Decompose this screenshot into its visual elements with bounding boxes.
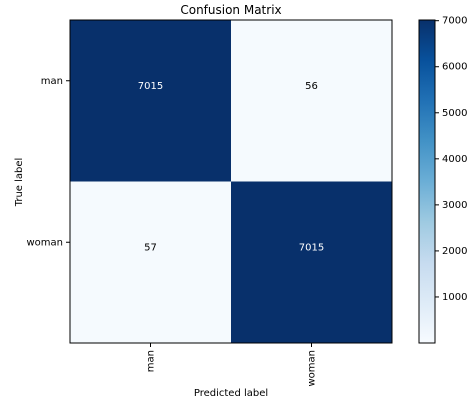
colorbar-tick-label: 2000 <box>442 246 467 257</box>
x-axis-ticks: man woman <box>146 343 318 387</box>
heatmap-cell-woman-woman <box>231 181 392 343</box>
cell-value-label: 7015 <box>138 81 163 92</box>
chart-title: Confusion Matrix <box>180 3 281 17</box>
y-tick-label: woman <box>26 237 63 248</box>
colorbar-gradient <box>418 19 436 344</box>
colorbar-tick-label: 6000 <box>442 62 467 73</box>
colorbar-tick-label: 5000 <box>442 108 467 119</box>
colorbar-ticks: 1000 2000 3000 4000 5000 6000 7000 <box>435 16 467 303</box>
y-tick-label: man <box>41 76 63 87</box>
plot-frame <box>69 19 393 344</box>
colorbar-tick-label: 3000 <box>442 200 467 211</box>
heatmap-cell-woman-man <box>70 181 231 343</box>
x-tick-label: woman <box>307 350 318 387</box>
colorbar-tick-label: 1000 <box>442 292 467 303</box>
heatmap-cell-man-woman <box>231 20 392 182</box>
y-axis-ticks: man woman <box>26 76 70 248</box>
colorbar-tick-label: 7000 <box>442 16 467 27</box>
heatmap-cells: 7015 56 57 7015 <box>70 20 392 343</box>
colorbar-tick-label: 4000 <box>442 154 467 165</box>
heatmap-cell-man-man <box>70 20 231 182</box>
y-axis-label: True label <box>14 158 25 208</box>
cell-value-label: 56 <box>305 81 318 92</box>
x-tick-label: man <box>146 350 157 372</box>
colorbar <box>418 19 436 344</box>
cell-value-label: 7015 <box>299 242 324 253</box>
cell-value-label: 57 <box>144 242 157 253</box>
x-axis-label: Predicted label <box>194 388 268 399</box>
